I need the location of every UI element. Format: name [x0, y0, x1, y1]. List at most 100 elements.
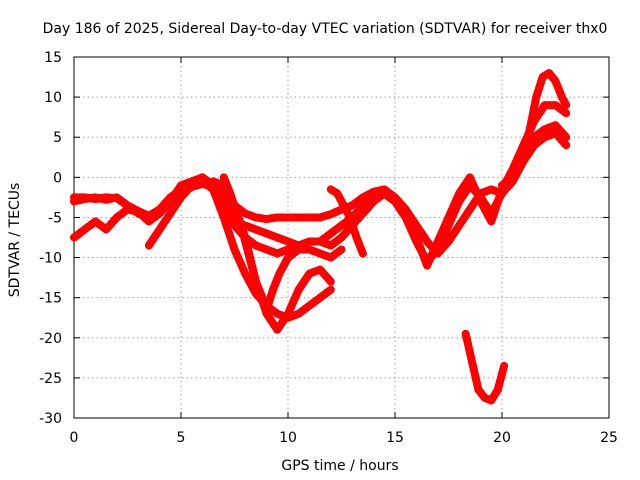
- data-point: [562, 101, 570, 109]
- data-point: [477, 197, 485, 205]
- data-point: [263, 306, 271, 314]
- y-tick-label: -15: [39, 291, 62, 307]
- data-point: [327, 278, 335, 286]
- data-point: [402, 213, 410, 221]
- data-point: [338, 246, 345, 254]
- data-point: [273, 326, 281, 334]
- data-point: [284, 238, 292, 246]
- data-point: [295, 246, 303, 254]
- data-point: [166, 197, 174, 205]
- data-point: [562, 133, 570, 141]
- y-tick-label: 0: [53, 170, 62, 186]
- x-axis-label: GPS time / hours: [281, 458, 398, 474]
- data-point: [295, 286, 303, 294]
- y-tick-label: -25: [39, 371, 62, 387]
- data-point: [102, 193, 110, 201]
- data-point: [252, 278, 260, 286]
- data-point: [220, 173, 228, 181]
- data-point: [487, 396, 495, 404]
- y-tick-label: 10: [44, 90, 62, 106]
- data-point: [81, 193, 89, 201]
- data-point: [233, 209, 241, 217]
- data-point: [370, 197, 378, 205]
- data-point: [134, 208, 142, 216]
- data-point: [423, 238, 431, 246]
- data-point: [220, 213, 228, 221]
- data-point: [338, 234, 345, 241]
- data-point: [81, 225, 89, 233]
- data-point: [252, 225, 260, 233]
- series-trace: [498, 69, 571, 190]
- data-point: [500, 362, 508, 370]
- data-point: [124, 205, 131, 213]
- data-point: [333, 189, 341, 197]
- y-tick-label: 5: [53, 130, 62, 146]
- data-point: [519, 157, 527, 165]
- data-point: [239, 229, 247, 237]
- x-tick-label: 20: [493, 430, 511, 446]
- data-point: [156, 209, 164, 217]
- data-point: [352, 234, 360, 241]
- data-point: [562, 141, 570, 149]
- data-point: [541, 133, 549, 141]
- y-tick-label: -20: [39, 331, 62, 347]
- data-point: [263, 246, 271, 254]
- series-trace: [70, 129, 571, 258]
- data-point: [338, 221, 345, 229]
- data-point: [316, 266, 324, 274]
- data-point: [305, 302, 313, 310]
- x-tick-label: 25: [600, 430, 618, 446]
- data-point: [91, 195, 99, 203]
- data-point: [487, 217, 495, 225]
- y-tick-label: -10: [39, 251, 62, 267]
- data-point: [241, 270, 249, 278]
- data-point: [423, 262, 431, 270]
- series-trace: [144, 173, 335, 322]
- data-point: [231, 246, 238, 254]
- data-point: [348, 201, 356, 209]
- data-point: [188, 181, 196, 189]
- data-point: [474, 386, 482, 394]
- data-point: [359, 193, 367, 201]
- data-point: [263, 215, 271, 223]
- data-point: [209, 185, 217, 193]
- data-point: [316, 294, 324, 302]
- data-point: [209, 177, 217, 185]
- data-point: [177, 181, 185, 189]
- x-axis: 0 5 10 15 20 25: [70, 57, 618, 446]
- data-point: [145, 217, 153, 225]
- data-point: [166, 209, 174, 217]
- data-point: [391, 197, 399, 205]
- data-point: [532, 93, 540, 101]
- x-tick-label: 10: [279, 430, 297, 446]
- y-axis: -30 -25 -20 -15 -10 -5 0 5 10 15: [39, 50, 609, 427]
- data-point: [340, 201, 348, 209]
- data-point: [509, 173, 517, 181]
- data-point: [275, 270, 283, 278]
- data-point: [113, 194, 121, 202]
- data-point: [70, 193, 78, 201]
- series-trace: [326, 185, 367, 258]
- data-point: [269, 286, 277, 294]
- data-point: [284, 254, 292, 262]
- y-tick-label: 15: [44, 50, 62, 66]
- data-point: [327, 254, 335, 262]
- data-point: [273, 250, 281, 258]
- x-tick-label: 5: [177, 430, 186, 446]
- data-points: [70, 69, 571, 405]
- data-point: [284, 246, 292, 254]
- data-point: [526, 125, 534, 133]
- data-point: [252, 213, 260, 221]
- data-point: [316, 250, 324, 258]
- x-tick-label: 0: [70, 430, 79, 446]
- data-point: [455, 189, 463, 197]
- data-point: [558, 93, 566, 101]
- data-point: [316, 238, 324, 246]
- data-point: [346, 213, 354, 221]
- y-axis-label: SDTVAR / TECUs: [7, 183, 23, 298]
- data-point: [241, 209, 249, 217]
- data-point: [445, 238, 452, 246]
- data-point: [468, 358, 476, 366]
- data-point: [487, 185, 495, 193]
- data-point: [327, 242, 335, 250]
